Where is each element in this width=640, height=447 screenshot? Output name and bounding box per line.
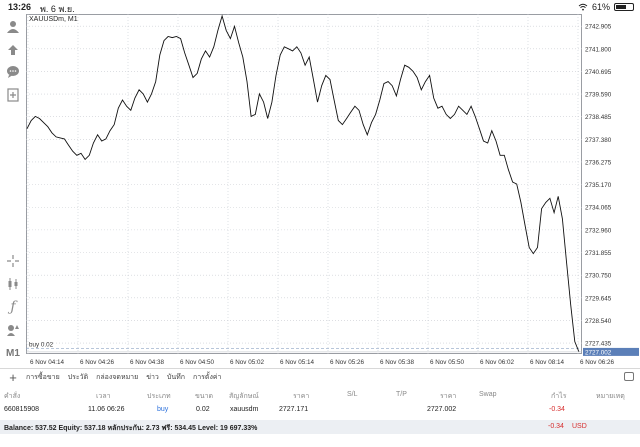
y-tick-label: 2732.960: [585, 227, 612, 234]
position-type: buy: [157, 406, 169, 413]
col-type: ประเภท: [147, 393, 171, 400]
tab-settings[interactable]: การตั้งค่า: [192, 373, 222, 381]
account-icon[interactable]: [4, 18, 22, 36]
position-open-price: 2727.171: [279, 406, 309, 413]
position-order: 660815908: [4, 406, 40, 413]
x-tick-label: 6 Nov 04:14: [30, 359, 64, 366]
summary-profit: -0.34: [548, 423, 564, 430]
x-tick-label: 6 Nov 05:50: [430, 359, 464, 366]
tab-mailbox[interactable]: กล่องจดหมาย: [96, 373, 139, 381]
col-volume: ขนาด: [195, 393, 214, 400]
x-tick-label: 6 Nov 05:02: [230, 359, 264, 366]
y-tick-label: 2740.695: [585, 69, 612, 76]
y-tick-label: 2741.800: [585, 46, 612, 53]
price-chart[interactable]: 2742.905 2741.800 2740.695 2739.590 2738.485…: [26, 14, 640, 370]
col-order: คำสั่ง: [4, 393, 21, 400]
table-header: คำสั่ง เวลา ประเภท ขนาด สัญลักษณ์ ราคา S…: [0, 389, 640, 403]
x-tick-label: 6 Nov 08:14: [530, 359, 564, 366]
status-bar: 13:26 พ. 6 พ.ย. 61%: [0, 0, 640, 14]
y-tick-label: 2735.170: [585, 182, 612, 189]
chart-area[interactable]: 2742.905 2741.800 2740.695 2739.590 2738.485…: [26, 14, 640, 370]
buy-level-label: buy 0.02: [29, 341, 54, 348]
col-sl: S/L: [347, 391, 358, 398]
battery-icon: [614, 3, 634, 11]
trade-icon[interactable]: [4, 40, 22, 58]
position-symbol: xauusdm: [230, 406, 259, 413]
position-profit: -0.34: [549, 406, 565, 413]
add-order-button[interactable]: +: [9, 369, 17, 385]
position-volume: 0.02: [196, 406, 210, 413]
wifi-icon: [578, 3, 588, 11]
crosshair-icon[interactable]: [4, 252, 22, 270]
panel-tabs: + การซื้อขาย ประวัติ กล่องจดหมาย ข่าว บั…: [0, 369, 640, 385]
col-price: ราคา: [293, 393, 310, 400]
tab-news[interactable]: ข่าว: [146, 373, 159, 381]
x-tick-label: 6 Nov 04:50: [180, 359, 214, 366]
battery-percent: 61%: [591, 2, 610, 12]
status-right: 61%: [578, 2, 634, 12]
plot-frame: [26, 14, 582, 354]
y-tick-label: 2739.590: [585, 92, 612, 99]
table-row[interactable]: 660815908 11.06 06:26 buy 0.02 xauusdm 2…: [0, 404, 640, 418]
col-comment: หมายเหตุ: [596, 393, 625, 400]
y-tick-label: 2737.380: [585, 137, 612, 144]
expand-icon[interactable]: [624, 372, 634, 381]
left-toolbar: ƒ M1: [0, 14, 26, 394]
price-series-line: [26, 14, 580, 353]
current-price-label: 2727.002: [585, 349, 612, 356]
x-tick-label: 6 Nov 05:26: [330, 359, 364, 366]
col-swap: Swap: [479, 391, 497, 398]
y-tick-label: 2728.540: [585, 318, 612, 325]
y-tick-label: 2727.435: [585, 341, 612, 348]
col-time: เวลา: [96, 393, 111, 400]
x-tick-label: 6 Nov 05:38: [380, 359, 414, 366]
y-tick-label: 2731.855: [585, 250, 612, 257]
y-tick-label: 2738.485: [585, 114, 612, 121]
tab-trade[interactable]: การซื้อขาย: [26, 373, 60, 381]
current-price-tag: [583, 347, 639, 356]
x-tick-label: 6 Nov 06:26: [580, 359, 614, 366]
tab-history[interactable]: ประวัติ: [67, 373, 89, 381]
position-current-price: 2727.002: [427, 406, 457, 413]
status-date: พ. 6 พ.ย.: [40, 4, 75, 14]
x-tick-label: 6 Nov 04:26: [80, 359, 114, 366]
chart-title: XAUUSDm, M1: [29, 16, 78, 23]
summary-currency: USD: [572, 423, 587, 430]
col-profit: กำไร: [551, 393, 567, 400]
objects-icon[interactable]: [4, 321, 22, 339]
chat-icon[interactable]: [4, 63, 22, 81]
account-summary: Balance: 537.52 Equity: 537.18 หลักประกั…: [0, 420, 640, 434]
trade-panel: + การซื้อขาย ประวัติ กล่องจดหมาย ข่าว บั…: [0, 368, 640, 447]
add-document-icon[interactable]: [4, 86, 22, 104]
x-tick-label: 6 Nov 04:38: [130, 359, 164, 366]
y-tick-label: 2729.645: [585, 295, 612, 302]
status-time: 13:26: [8, 2, 32, 12]
y-tick-label: 2742.905: [585, 24, 612, 31]
x-tick-label: 6 Nov 05:14: [280, 359, 314, 366]
tab-journal[interactable]: บันทึก: [166, 373, 185, 381]
timeframe-button[interactable]: M1: [6, 347, 20, 359]
position-time: 11.06 06:26: [88, 406, 125, 413]
indicator-f-icon[interactable]: ƒ: [10, 299, 16, 315]
col-symbol: สัญลักษณ์: [229, 393, 259, 400]
col-current-price: ราคา: [440, 393, 457, 400]
x-tick-label: 6 Nov 06:02: [480, 359, 514, 366]
summary-text: Balance: 537.52 Equity: 537.18 หลักประกั…: [4, 425, 258, 432]
y-tick-label: 2734.065: [585, 205, 612, 212]
col-tp: T/P: [396, 391, 407, 398]
y-tick-label: 2730.750: [585, 273, 612, 280]
candlestick-icon[interactable]: [4, 275, 22, 293]
y-tick-label: 2736.275: [585, 159, 612, 166]
